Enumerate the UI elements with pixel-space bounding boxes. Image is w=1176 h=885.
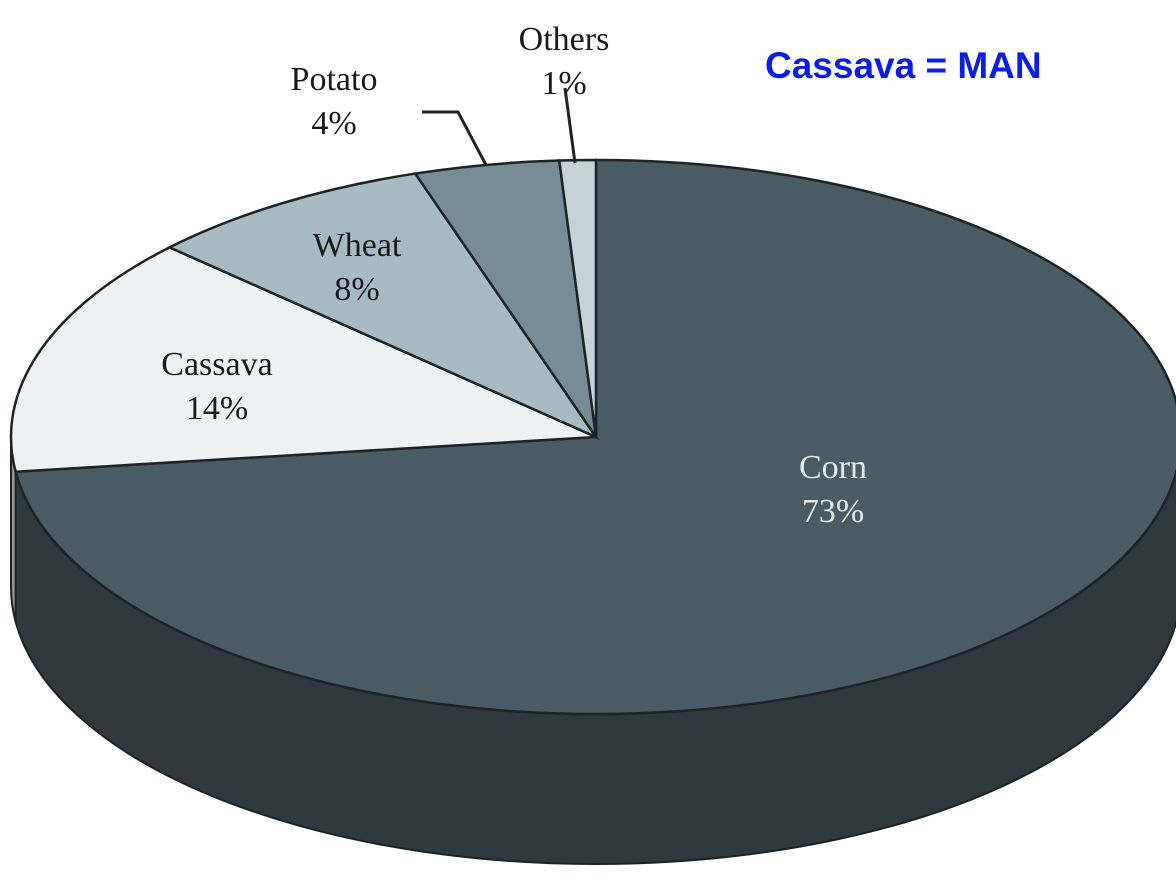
slice-label: Others [519, 21, 610, 58]
pie-tops [9, 158, 1176, 716]
slice-value-label: 4% [311, 105, 356, 142]
labels: Corn 73% Cassava 14% Wheat 8% Potato 4% Others 1% [161, 21, 867, 530]
slice-label: Cassava [161, 346, 272, 383]
slice-value-label: 73% [802, 493, 864, 530]
annotation: Cassava = MAN [765, 45, 1042, 86]
slice-label: Wheat [313, 227, 402, 264]
slice-value-label: 8% [334, 271, 379, 308]
leader-line [563, 87, 577, 164]
leader-line [422, 110, 488, 166]
pie-slice [166, 172, 600, 440]
pie-slice [557, 158, 598, 438]
pie-slice [14, 158, 1176, 716]
slice-label: Potato [291, 61, 378, 98]
slice-value-label: 1% [541, 65, 586, 102]
slice-value-label: 14% [186, 390, 248, 427]
pie-slice [9, 245, 597, 474]
slice-label: Corn [799, 449, 867, 486]
